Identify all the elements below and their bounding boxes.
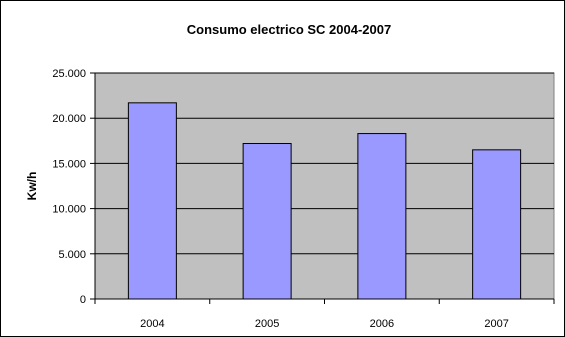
y-axis-label: Kw/h bbox=[25, 172, 39, 201]
y-tick-label: 5.000 bbox=[58, 249, 86, 261]
y-axis-ticks: 0 5.000 10.000 15.000 20.000 25.000 bbox=[52, 68, 95, 306]
y-tick-label: 15.000 bbox=[52, 158, 86, 170]
x-tick-label: 2007 bbox=[484, 318, 508, 330]
y-tick-label: 20.000 bbox=[52, 113, 86, 125]
bar-series bbox=[127, 102, 522, 300]
chart-title: Consumo electrico SC 2004-2007 bbox=[187, 22, 391, 37]
x-axis-ticks: 2004 2005 2006 2007 bbox=[94, 299, 555, 330]
y-tick-label: 10.000 bbox=[52, 204, 86, 216]
y-tick-label: 0 bbox=[80, 294, 86, 306]
bar-2005 bbox=[242, 143, 292, 300]
y-tick-label: 25.000 bbox=[52, 68, 86, 80]
bar-2004 bbox=[127, 102, 177, 300]
x-tick-label: 2005 bbox=[255, 318, 279, 330]
x-tick-label: 2004 bbox=[140, 318, 164, 330]
bar-2007 bbox=[472, 149, 522, 300]
bar-2006 bbox=[357, 133, 407, 300]
x-tick-label: 2006 bbox=[370, 318, 394, 330]
